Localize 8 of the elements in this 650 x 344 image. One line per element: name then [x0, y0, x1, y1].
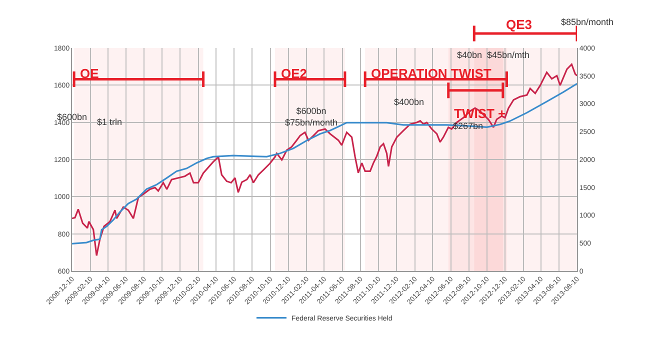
annotation: $40bn $45bn/mth	[457, 50, 530, 60]
annotation: $600bn $75bn/month	[285, 106, 338, 128]
annotation: $600bn	[57, 112, 88, 122]
band-label: QE3	[506, 17, 532, 32]
annotation: $400bn	[394, 97, 424, 107]
band-label: OPERATION TWIST	[371, 66, 492, 81]
annotation: $1 trln	[97, 117, 122, 127]
text: $85bn/month	[561, 17, 614, 27]
